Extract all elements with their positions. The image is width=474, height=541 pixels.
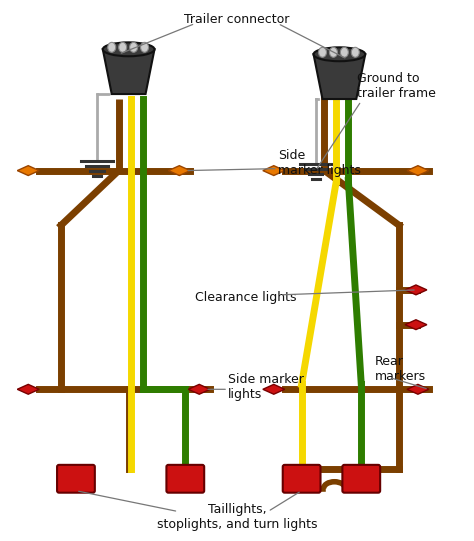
Polygon shape [407,384,429,394]
FancyBboxPatch shape [166,465,204,493]
FancyBboxPatch shape [57,465,95,493]
Ellipse shape [340,47,348,57]
Ellipse shape [313,47,365,61]
Ellipse shape [319,47,327,57]
Ellipse shape [329,47,337,57]
FancyBboxPatch shape [342,465,380,493]
Text: Rear
markers: Rear markers [375,355,426,384]
Text: Clearance lights: Clearance lights [195,292,297,305]
Polygon shape [405,320,427,329]
Polygon shape [263,384,285,394]
Text: Side
marker lights: Side marker lights [278,149,361,176]
Ellipse shape [129,42,137,52]
Ellipse shape [103,42,155,56]
Polygon shape [103,49,155,94]
FancyBboxPatch shape [283,465,320,493]
Polygon shape [188,384,210,394]
Polygon shape [17,166,39,175]
Polygon shape [263,166,285,175]
Ellipse shape [108,42,116,52]
Text: Taillights,
stoplights, and turn lights: Taillights, stoplights, and turn lights [157,503,317,531]
Ellipse shape [141,42,148,52]
Polygon shape [407,166,429,175]
Polygon shape [405,285,427,295]
Text: Ground to
trailer frame: Ground to trailer frame [357,72,436,100]
Text: Side marker
lights: Side marker lights [228,373,304,401]
Polygon shape [168,166,190,175]
Text: Trailer connector: Trailer connector [184,13,290,26]
Ellipse shape [351,47,359,57]
Polygon shape [313,54,365,99]
Polygon shape [17,384,39,394]
Ellipse shape [118,42,127,52]
